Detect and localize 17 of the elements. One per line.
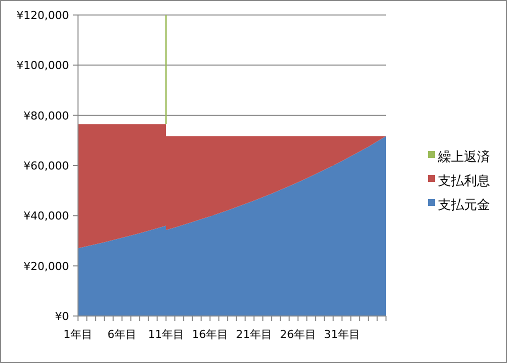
y-tick-label: ¥60,000	[24, 160, 69, 172]
x-tick-label: 16年目	[192, 328, 228, 341]
y-tick-label: ¥20,000	[24, 260, 69, 273]
x-tick-label: 26年目	[280, 328, 316, 341]
legend-label: 繰上返済	[437, 149, 490, 165]
x-tick-label: 11年目	[148, 328, 184, 341]
x-tick-label: 1年目	[64, 328, 92, 341]
y-tick-label: ¥100,000	[16, 59, 69, 72]
legend-label: 支払利息	[438, 174, 490, 189]
y-tick-label: ¥120,000	[16, 9, 69, 22]
x-tick-label: 31年目	[324, 328, 360, 341]
y-tick-label: ¥80,000	[24, 109, 69, 122]
legend-label: 支払元金	[438, 198, 490, 213]
x-tick-label: 21年目	[236, 328, 272, 341]
y-tick-label: ¥0	[55, 310, 69, 323]
y-tick-label: ¥40,000	[24, 210, 69, 223]
x-tick-label: 6年目	[108, 328, 136, 341]
